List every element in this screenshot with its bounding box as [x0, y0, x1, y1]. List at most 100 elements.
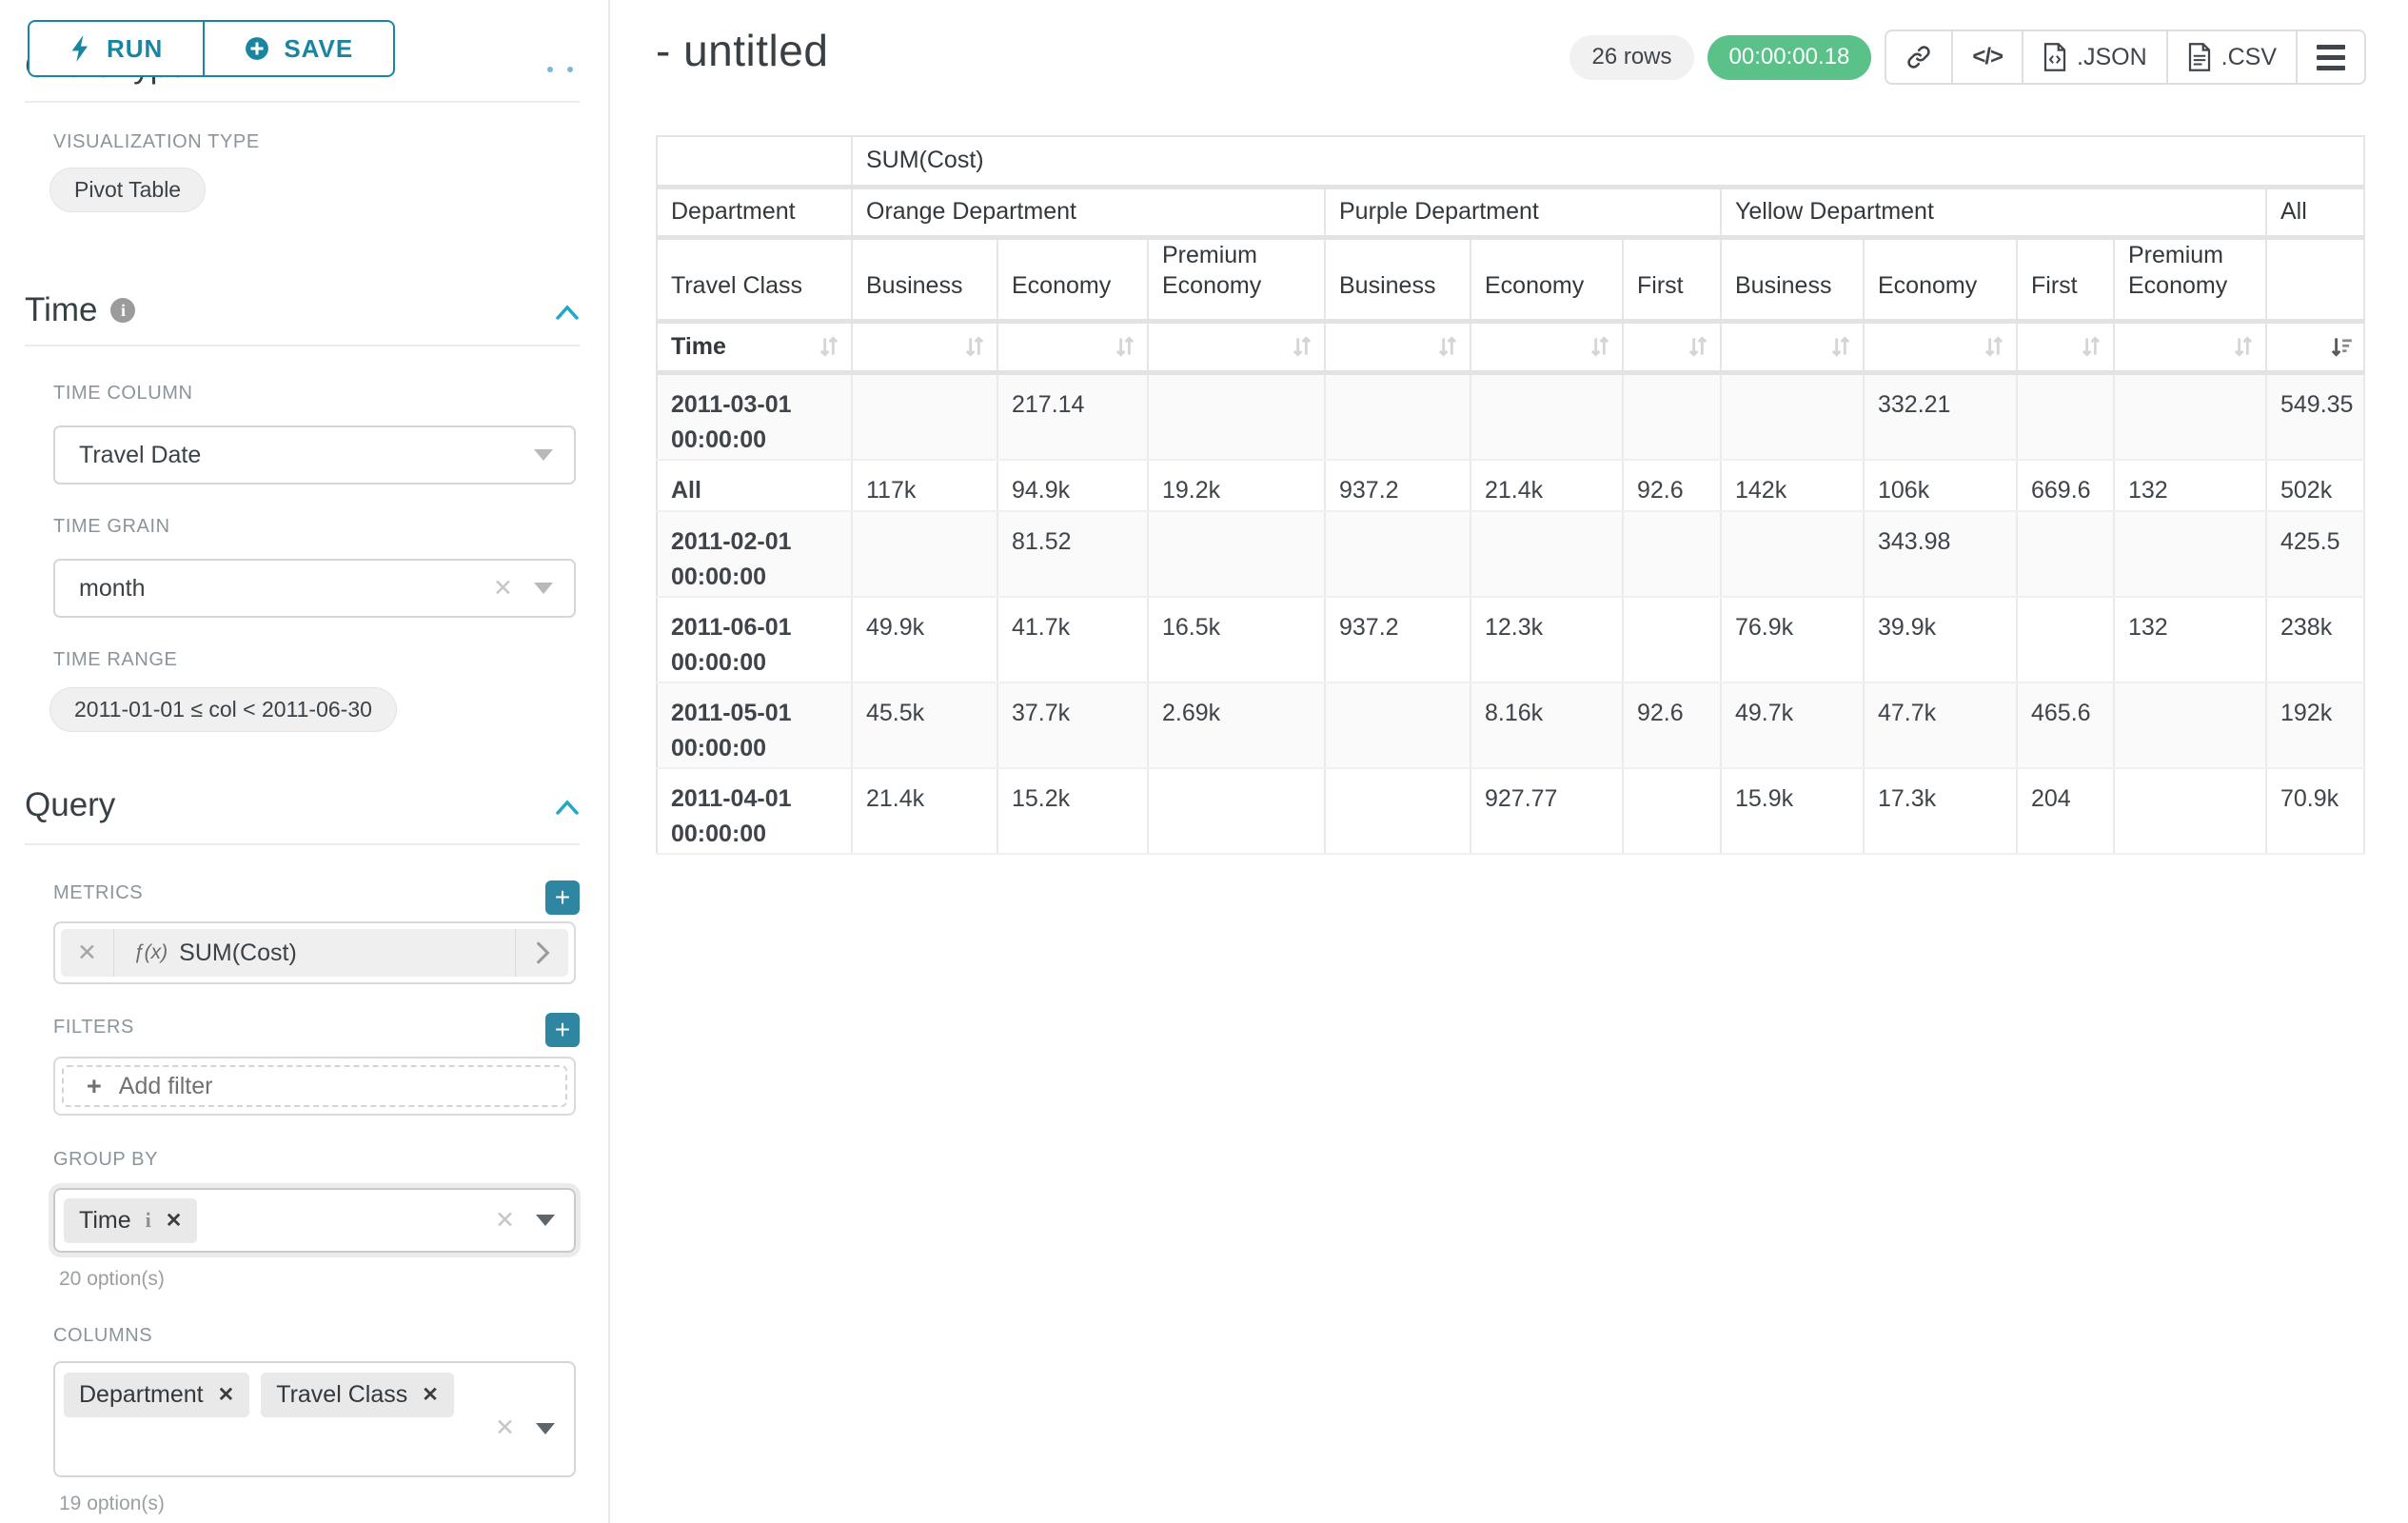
group-by-tag: Time i ✕ [64, 1198, 197, 1243]
travel-class-header-row: Travel Class Business Economy Premium Ec… [657, 237, 2364, 321]
columns-select[interactable]: Department ✕ Travel Class ✕ ✕ [53, 1361, 576, 1477]
save-button[interactable]: SAVE [203, 20, 395, 77]
result-toolbar: 26 rows 00:00:00.18 </> .JSON .CSV [1569, 29, 2366, 86]
add-filter-label: Add filter [119, 1073, 213, 1100]
time-grain-label: TIME GRAIN [53, 516, 170, 538]
chevron-down-icon[interactable] [534, 583, 553, 594]
remove-metric-icon[interactable]: ✕ [61, 929, 114, 977]
table-row: All 117k 94.9k 19.2k 937.2 21.4k 92.6 14… [657, 460, 2364, 511]
tag-info-icon[interactable]: i [146, 1208, 151, 1233]
chevron-down-icon[interactable] [536, 1215, 555, 1226]
visualization-type-pill[interactable]: Pivot Table [49, 168, 206, 212]
json-button-label: .JSON [2077, 44, 2147, 71]
class-header-cell [2266, 237, 2364, 321]
add-filter-plus-button[interactable]: + [545, 1013, 580, 1047]
sort-icon[interactable] [817, 334, 841, 359]
export-json-button[interactable]: .JSON [2022, 31, 2166, 83]
metric-label: ƒ(x) SUM(Cost) [114, 940, 515, 967]
panel-resize-grip[interactable] [547, 67, 573, 72]
query-timer-badge: 00:00:00.18 [1707, 35, 1872, 80]
chevron-up-icon [555, 799, 580, 816]
filters-control: + Add filter [53, 1057, 576, 1116]
sort-icon[interactable] [2231, 334, 2256, 359]
add-filter-button[interactable]: + Add filter [62, 1065, 567, 1107]
remove-tag-icon[interactable]: ✕ [218, 1383, 235, 1407]
file-csv-icon [2187, 43, 2212, 71]
table-row: 2011-05-01 00:00:00 45.5k 37.7k 2.69k 8.… [657, 682, 2364, 768]
class-header-cell: First [1623, 237, 1721, 321]
department-group-cell: Orange Department [852, 187, 1325, 237]
chevron-right-icon [533, 940, 552, 965]
run-button[interactable]: RUN [28, 20, 205, 77]
group-by-tag-label: Time [79, 1207, 131, 1235]
explore-view: Chart Type RUN SAVE VISUALIZATION TYPE P… [0, 0, 2408, 1523]
chart-title[interactable]: - untitled [656, 25, 828, 76]
clear-icon[interactable]: ✕ [493, 577, 513, 601]
time-range-label: TIME RANGE [53, 649, 177, 671]
more-options-button[interactable] [2296, 31, 2364, 83]
department-group-cell: Yellow Department [1721, 187, 2266, 237]
info-icon[interactable]: i [110, 298, 135, 323]
copy-link-button[interactable] [1886, 31, 1951, 83]
add-metric-button[interactable]: + [545, 880, 580, 915]
time-heading: Time [25, 291, 97, 329]
plus-circle-icon [245, 36, 269, 61]
group-by-select[interactable]: Time i ✕ ✕ [53, 1188, 576, 1253]
save-button-label: SAVE [284, 34, 353, 64]
time-grain-select[interactable]: month ✕ [53, 559, 576, 618]
metrics-label: METRICS [53, 882, 143, 904]
expand-metric-icon[interactable] [515, 929, 568, 977]
sort-icon[interactable] [2079, 334, 2103, 359]
row-count-badge: 26 rows [1569, 35, 1693, 80]
sort-icon[interactable] [1828, 334, 1853, 359]
time-column-select[interactable]: Travel Date [53, 425, 576, 485]
query-heading: Query [25, 786, 115, 824]
time-column-value: Travel Date [79, 442, 201, 469]
department-group-cell: Purple Department [1325, 187, 1721, 237]
remove-tag-icon[interactable]: ✕ [422, 1383, 439, 1407]
metric-pill[interactable]: ✕ ƒ(x) SUM(Cost) [61, 929, 568, 977]
group-by-label: GROUP BY [53, 1149, 158, 1171]
sort-icon[interactable] [1113, 334, 1137, 359]
chevron-down-icon[interactable] [534, 449, 553, 461]
metric-name: SUM(Cost) [179, 940, 297, 967]
table-row: 2011-06-01 00:00:00 49.9k 41.7k 16.5k 93… [657, 597, 2364, 682]
embed-code-button[interactable]: </> [1951, 31, 2022, 83]
sort-icon[interactable] [1588, 334, 1612, 359]
sort-icon[interactable] [1290, 334, 1314, 359]
visualization-type-label: VISUALIZATION TYPE [53, 131, 260, 153]
clear-icon[interactable]: ✕ [495, 1416, 515, 1440]
collapse-query-section[interactable] [555, 786, 580, 824]
columns-tag: Travel Class ✕ [261, 1373, 454, 1417]
table-row: 2011-02-01 00:00:00 81.52 343.98 425.5 [657, 511, 2364, 597]
department-group-cell: All [2266, 187, 2364, 237]
class-header-cell: Economy [1470, 237, 1623, 321]
chevron-up-icon [555, 304, 580, 321]
class-header-cell: Business [1721, 237, 1864, 321]
sort-descending-icon[interactable] [2329, 334, 2354, 359]
class-header-cell: Economy [997, 237, 1148, 321]
chevron-down-icon[interactable] [536, 1423, 555, 1434]
function-icon: ƒ(x) [133, 941, 168, 964]
time-column-label: TIME COLUMN [53, 383, 193, 405]
remove-tag-icon[interactable]: ✕ [166, 1209, 183, 1233]
export-csv-button[interactable]: .CSV [2166, 31, 2296, 83]
file-json-icon [2043, 43, 2067, 71]
time-range-pill[interactable]: 2011-01-01 ≤ col < 2011-06-30 [49, 687, 397, 732]
sort-icon[interactable] [1982, 334, 2006, 359]
section-query: Query [25, 786, 580, 845]
csv-button-label: .CSV [2221, 44, 2277, 71]
sort-icon[interactable] [962, 334, 987, 359]
sort-icon[interactable] [1435, 334, 1460, 359]
columns-tag-label: Department [79, 1381, 204, 1409]
department-label-cell: Department [657, 187, 852, 237]
export-button-group: </> .JSON .CSV [1885, 30, 2366, 85]
plus-icon: + [87, 1072, 102, 1101]
pivot-table: SUM(Cost) Department Orange Department P… [656, 135, 2365, 855]
class-header-cell: Premium Economy [2114, 237, 2266, 321]
corner-cell [657, 136, 852, 187]
sort-icon[interactable] [1686, 334, 1710, 359]
time-grain-value: month [79, 575, 145, 603]
collapse-time-section[interactable] [555, 291, 580, 329]
clear-icon[interactable]: ✕ [495, 1209, 515, 1233]
